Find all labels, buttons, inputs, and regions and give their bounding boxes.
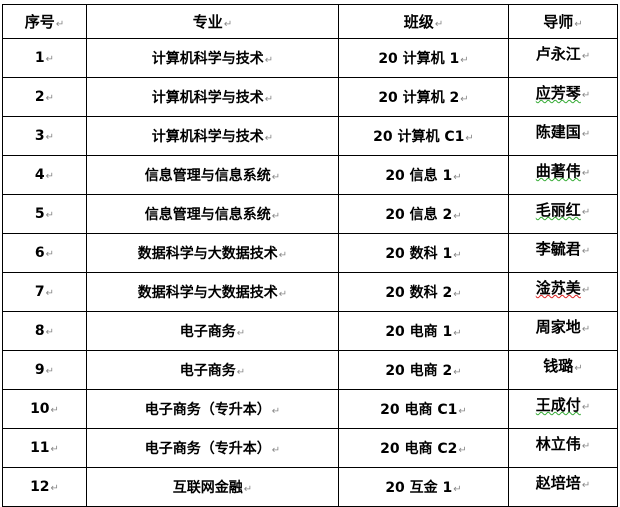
cell-major: 信息管理与信息系统↵: [86, 155, 339, 195]
header-row: 序号↵ 专业↵ 班级↵ 导师↵: [2, 4, 618, 39]
cell-class: 20 电商 2↵: [338, 350, 509, 390]
cell-major: 信息管理与信息系统↵: [86, 194, 339, 234]
table-row: 3↵ 计算机科学与技术↵ 20 计算机 C1↵ 陈建国↵: [2, 116, 618, 156]
cell-tutor: 卢永江↵: [508, 38, 618, 78]
table-row: 10↵ 电子商务（专升本）↵ 20 电商 C1↵ 王成付↵: [2, 389, 618, 429]
cell-no: 9↵: [2, 350, 87, 390]
table-row: 7↵ 数据科学与大数据技术↵ 20 数科 2↵ 淦苏美↵: [2, 272, 618, 312]
cell-no: 3↵: [2, 116, 87, 156]
cell-major: 计算机科学与技术↵: [86, 116, 339, 156]
header-no: 序号↵: [2, 4, 87, 39]
cell-major: 电子商务↵: [86, 350, 339, 390]
cell-no: 11↵: [2, 428, 87, 468]
cell-class: 20 数科 1↵: [338, 233, 509, 273]
header-tutor: 导师↵: [508, 4, 618, 39]
table-row: 2↵ 计算机科学与技术↵ 20 计算机 2↵ 应芳琴↵: [2, 77, 618, 117]
cell-tutor: 王成付↵: [508, 389, 618, 429]
cell-tutor: 钱璐↵: [508, 350, 618, 390]
cell-class: 20 互金 1↵: [338, 467, 509, 507]
table-row: 9↵ 电子商务↵ 20 电商 2↵ 钱璐↵: [2, 350, 618, 390]
cell-no: 12↵: [2, 467, 87, 507]
cell-no: 4↵: [2, 155, 87, 195]
cell-no: 7↵: [2, 272, 87, 312]
tutor-table: 序号↵ 专业↵ 班级↵ 导师↵ 1↵ 计算机科学与技术↵ 20 计算机 1↵ 卢永江↵…: [2, 4, 618, 507]
cell-major: 互联网金融↵: [86, 467, 339, 507]
cell-major: 电子商务↵: [86, 311, 339, 351]
cell-major: 电子商务（专升本）↵: [86, 389, 339, 429]
cell-tutor: 赵培培↵: [508, 467, 618, 507]
header-major: 专业↵: [86, 4, 339, 39]
table-row: 4↵ 信息管理与信息系统↵ 20 信息 1↵ 曲著伟↵: [2, 155, 618, 195]
cell-class: 20 计算机 2↵: [338, 77, 509, 117]
cell-no: 1↵: [2, 38, 87, 78]
cell-class: 20 信息 2↵: [338, 194, 509, 234]
cell-tutor: 林立伟↵: [508, 428, 618, 468]
cell-no: 6↵: [2, 233, 87, 273]
table-row: 5↵ 信息管理与信息系统↵ 20 信息 2↵ 毛丽红↵: [2, 194, 618, 234]
cell-tutor: 周家地↵: [508, 311, 618, 351]
cell-class: 20 计算机 1↵: [338, 38, 509, 78]
cell-class: 20 电商 C1↵: [338, 389, 509, 429]
cell-class: 20 计算机 C1↵: [338, 116, 509, 156]
table-row: 8↵ 电子商务↵ 20 电商 1↵ 周家地↵: [2, 311, 618, 351]
header-class: 班级↵: [338, 4, 509, 39]
cell-tutor: 曲著伟↵: [508, 155, 618, 195]
cell-tutor: 淦苏美↵: [508, 272, 618, 312]
cell-class: 20 电商 1↵: [338, 311, 509, 351]
cell-tutor: 李毓君↵: [508, 233, 618, 273]
cell-no: 10↵: [2, 389, 87, 429]
cell-tutor: 毛丽红↵: [508, 194, 618, 234]
cell-major: 数据科学与大数据技术↵: [86, 272, 339, 312]
cell-class: 20 信息 1↵: [338, 155, 509, 195]
cell-class: 20 数科 2↵: [338, 272, 509, 312]
cell-tutor: 陈建国↵: [508, 116, 618, 156]
cell-tutor: 应芳琴↵: [508, 77, 618, 117]
cell-major: 电子商务（专升本）↵: [86, 428, 339, 468]
table-row: 11↵ 电子商务（专升本）↵ 20 电商 C2↵ 林立伟↵: [2, 428, 618, 468]
cell-no: 8↵: [2, 311, 87, 351]
table-row: 6↵ 数据科学与大数据技术↵ 20 数科 1↵ 李毓君↵: [2, 233, 618, 273]
cell-no: 2↵: [2, 77, 87, 117]
cell-no: 5↵: [2, 194, 87, 234]
cell-class: 20 电商 C2↵: [338, 428, 509, 468]
cell-major: 计算机科学与技术↵: [86, 77, 339, 117]
cell-major: 数据科学与大数据技术↵: [86, 233, 339, 273]
table-row: 1↵ 计算机科学与技术↵ 20 计算机 1↵ 卢永江↵: [2, 38, 618, 78]
cell-major: 计算机科学与技术↵: [86, 38, 339, 78]
table-row: 12↵ 互联网金融↵ 20 互金 1↵ 赵培培↵: [2, 467, 618, 507]
